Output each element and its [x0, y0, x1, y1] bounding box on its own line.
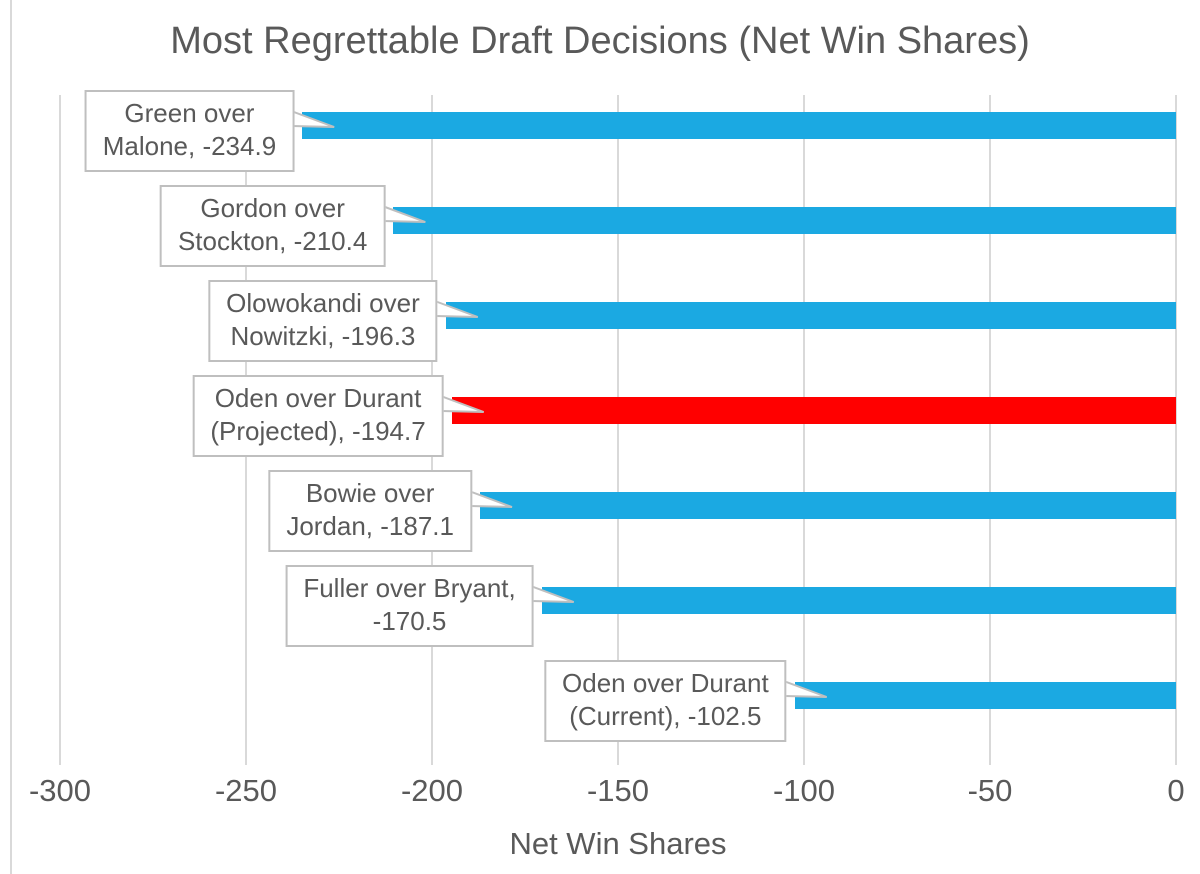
callout-line2: -170.5 [372, 606, 447, 636]
x-axis-title: Net Win Shares [509, 826, 727, 861]
bar-gordon-over-stockton [393, 206, 1176, 234]
callout-bowie-over-jordan: Bowie over Jordan, -187.1 [268, 470, 472, 552]
callout-line1: Olowokandi over [226, 288, 420, 318]
bar-olowokandi-over-nowitzki [445, 301, 1176, 329]
gridline [59, 95, 61, 765]
callout-line1: Oden over Durant [562, 668, 769, 698]
bar-fuller-over-bryant [541, 586, 1176, 614]
callout-gordon-over-stockton: Gordon over Stockton, -210.4 [159, 185, 386, 267]
callout-line1: Green over [124, 98, 255, 128]
callout-line1: Fuller over Bryant, [303, 573, 516, 603]
callout-fuller-over-bryant: Fuller over Bryant, -170.5 [285, 565, 534, 647]
callout-line2: Stockton, -210.4 [177, 226, 368, 256]
gridline [989, 95, 991, 765]
callout-oden-over-durant-projected: Oden over Durant (Projected), -194.7 [192, 375, 444, 457]
callout-line1: Oden over Durant [214, 383, 422, 413]
gridline [617, 95, 619, 765]
bar-bowie-over-jordan [479, 491, 1176, 519]
chart-title: Most Regrettable Draft Decisions (Net Wi… [170, 20, 1030, 62]
x-tick-label: -200 [400, 773, 464, 808]
x-tick-label: -50 [967, 773, 1013, 808]
callout-line2: (Projected), -194.7 [210, 416, 426, 446]
callout-green-over-malone: Green over Malone, -234.9 [84, 90, 295, 172]
callout-line2: Malone, -234.9 [102, 131, 277, 161]
callout-line1: Bowie over [305, 478, 435, 508]
callout-line2: Jordan, -187.1 [286, 511, 454, 541]
callout-oden-over-durant-current: Oden over Durant (Current), -102.5 [544, 660, 787, 742]
x-tick-label: -250 [214, 773, 278, 808]
bar-oden-over-durant-current [794, 681, 1176, 709]
callout-line1: Gordon over [200, 193, 345, 223]
callout-olowokandi-over-nowitzki: Olowokandi over Nowitzki, -196.3 [208, 280, 438, 362]
x-tick-label: -150 [586, 773, 650, 808]
plot-area [59, 95, 1177, 765]
x-tick-label: -300 [28, 773, 92, 808]
callout-line2: (Current), -102.5 [569, 701, 762, 731]
gridline [803, 95, 805, 765]
x-tick-label: 0 [1167, 773, 1185, 808]
bar-green-over-malone [302, 111, 1176, 139]
x-tick-label: -100 [772, 773, 836, 808]
x-axis: -300 -250 -200 -150 -100 -50 0 [0, 773, 1200, 815]
chart-left-border [10, 0, 12, 874]
gridline [1175, 95, 1177, 765]
callout-line2: Nowitzki, -196.3 [230, 321, 416, 351]
bar-oden-over-durant-projected [451, 396, 1176, 424]
